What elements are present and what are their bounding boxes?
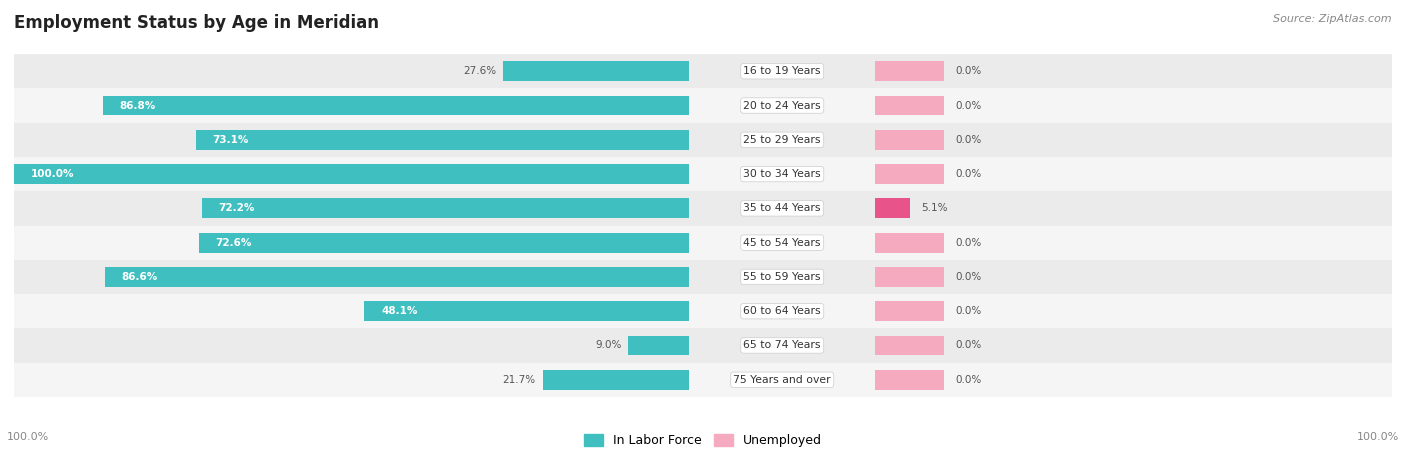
Bar xyxy=(876,301,945,321)
Bar xyxy=(103,96,689,115)
Text: 0.0%: 0.0% xyxy=(955,169,981,179)
Text: 72.6%: 72.6% xyxy=(215,238,252,248)
Bar xyxy=(14,157,1392,191)
Text: 27.6%: 27.6% xyxy=(463,66,496,76)
Bar xyxy=(201,198,689,218)
Text: 48.1%: 48.1% xyxy=(381,306,418,316)
Bar xyxy=(876,164,945,184)
Text: 5.1%: 5.1% xyxy=(921,203,948,213)
Text: 0.0%: 0.0% xyxy=(955,341,981,350)
Bar xyxy=(14,226,1392,260)
Text: 21.7%: 21.7% xyxy=(503,375,536,385)
Text: 65 to 74 Years: 65 to 74 Years xyxy=(744,341,821,350)
Bar xyxy=(543,370,689,390)
Text: 45 to 54 Years: 45 to 54 Years xyxy=(744,238,821,248)
Bar xyxy=(876,267,945,287)
Text: 20 to 24 Years: 20 to 24 Years xyxy=(744,101,821,110)
Text: 100.0%: 100.0% xyxy=(1357,432,1399,442)
Text: Employment Status by Age in Meridian: Employment Status by Age in Meridian xyxy=(14,14,380,32)
Text: 72.2%: 72.2% xyxy=(218,203,254,213)
Bar xyxy=(503,61,689,81)
Text: 55 to 59 Years: 55 to 59 Years xyxy=(744,272,821,282)
Bar xyxy=(14,260,1392,294)
Bar xyxy=(876,370,945,390)
Text: 30 to 34 Years: 30 to 34 Years xyxy=(744,169,821,179)
Text: 73.1%: 73.1% xyxy=(212,135,249,145)
Bar xyxy=(14,123,1392,157)
Bar xyxy=(200,233,689,253)
Text: 0.0%: 0.0% xyxy=(955,272,981,282)
Bar xyxy=(876,198,910,218)
Bar xyxy=(876,130,945,150)
Bar xyxy=(628,336,689,355)
Text: 86.6%: 86.6% xyxy=(121,272,157,282)
Text: 75 Years and over: 75 Years and over xyxy=(734,375,831,385)
Bar xyxy=(876,96,945,115)
Bar xyxy=(876,336,945,355)
Text: 100.0%: 100.0% xyxy=(31,169,75,179)
Text: 0.0%: 0.0% xyxy=(955,238,981,248)
Bar xyxy=(14,191,1392,226)
Bar xyxy=(876,233,945,253)
Bar xyxy=(14,164,689,184)
Bar xyxy=(14,328,1392,363)
Bar xyxy=(14,88,1392,123)
Text: 100.0%: 100.0% xyxy=(7,432,49,442)
Bar xyxy=(14,54,1392,88)
Text: 0.0%: 0.0% xyxy=(955,101,981,110)
Bar xyxy=(14,363,1392,397)
Legend: In Labor Force, Unemployed: In Labor Force, Unemployed xyxy=(579,429,827,451)
Text: Source: ZipAtlas.com: Source: ZipAtlas.com xyxy=(1274,14,1392,23)
Text: 0.0%: 0.0% xyxy=(955,66,981,76)
Text: 86.8%: 86.8% xyxy=(120,101,156,110)
Text: 35 to 44 Years: 35 to 44 Years xyxy=(744,203,821,213)
Bar xyxy=(876,61,945,81)
Bar xyxy=(104,267,689,287)
Bar xyxy=(195,130,689,150)
Text: 25 to 29 Years: 25 to 29 Years xyxy=(744,135,821,145)
Text: 60 to 64 Years: 60 to 64 Years xyxy=(744,306,821,316)
Text: 0.0%: 0.0% xyxy=(955,135,981,145)
Bar xyxy=(364,301,689,321)
Text: 0.0%: 0.0% xyxy=(955,375,981,385)
Text: 0.0%: 0.0% xyxy=(955,306,981,316)
Text: 9.0%: 9.0% xyxy=(595,341,621,350)
Bar xyxy=(14,294,1392,328)
Text: 16 to 19 Years: 16 to 19 Years xyxy=(744,66,821,76)
